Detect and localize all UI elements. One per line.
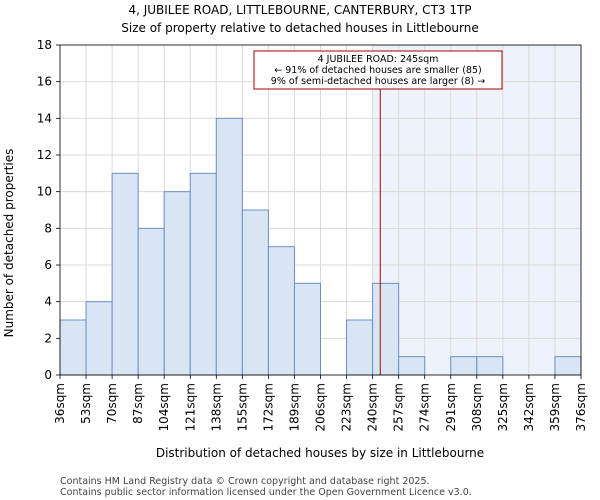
x-tick-label: 172sqm: [261, 383, 275, 431]
bar: [372, 282, 400, 376]
bar: [85, 301, 113, 376]
y-tick-label: 6: [44, 258, 52, 272]
bar: [163, 191, 191, 376]
y-tick-label: 12: [37, 148, 52, 162]
x-tick-label: 53sqm: [79, 383, 93, 424]
x-tick-label: 257sqm: [392, 383, 406, 431]
bar: [450, 356, 478, 376]
y-tick-label: 2: [44, 331, 52, 345]
y-tick-label: 4: [44, 295, 52, 309]
x-tick-label: 87sqm: [131, 383, 145, 424]
x-tick-label: 121sqm: [183, 383, 197, 431]
bar: [398, 356, 426, 376]
y-tick-label: 0: [44, 368, 52, 382]
x-tick-label: 325sqm: [496, 383, 510, 431]
annotation-line-3: 9% of semi-detached houses are larger (8…: [271, 76, 485, 87]
bar: [215, 117, 243, 376]
x-tick-label: 70sqm: [105, 383, 119, 424]
y-axis-label: Number of detached properties: [2, 149, 16, 338]
annotation-border: [253, 50, 503, 90]
x-tick-labels: 36sqm 53sqm 70sqm 87sqm 104sqm 121sqm 138sqm 15…: [53, 383, 588, 431]
bar: [267, 246, 295, 376]
bar: [476, 356, 504, 376]
x-tick-label: 189sqm: [287, 383, 301, 431]
bar: [189, 172, 217, 376]
x-tick-label: 359sqm: [548, 383, 562, 431]
bar: [346, 319, 374, 376]
x-tick-label: 291sqm: [444, 383, 458, 431]
bar: [554, 356, 582, 376]
annotation-line-2: ← 91% of detached houses are smaller (85…: [274, 65, 481, 76]
bars-layer: [59, 117, 582, 376]
annotation-box: 4 JUBILEE ROAD: 245sqm ← 91% of detached…: [253, 50, 503, 90]
y-tick-label: 18: [37, 38, 52, 52]
y-tick-labels: 0 2 4 6 8 10 12 14 16 18: [37, 38, 52, 382]
y-tick-label: 10: [37, 185, 52, 199]
chart-title: 4, JUBILEE ROAD, LITTLEBOURNE, CANTERBUR…: [128, 3, 471, 17]
y-tick-label: 16: [37, 75, 52, 89]
x-tick-label: 274sqm: [418, 383, 432, 431]
bar: [293, 282, 322, 376]
x-tick-label: 155sqm: [235, 383, 249, 431]
x-tick-label: 376sqm: [574, 383, 588, 431]
x-tick-label: 240sqm: [366, 383, 380, 431]
y-tick-label: 14: [37, 111, 52, 125]
chart-subtitle: Size of property relative to detached ho…: [121, 21, 478, 35]
bar: [241, 209, 269, 376]
x-tick-label: 206sqm: [314, 383, 328, 431]
annotation-line-1: 4 JUBILEE ROAD: 245sqm: [318, 54, 439, 65]
bar: [59, 319, 87, 376]
y-tick-label: 8: [44, 221, 52, 235]
x-tick-label: 138sqm: [209, 383, 223, 431]
footer-line-1: Contains HM Land Registry data © Crown c…: [60, 476, 430, 487]
footer-line-2: Contains public sector information licen…: [60, 487, 472, 498]
x-tick-label: 223sqm: [340, 383, 354, 431]
x-axis-label: Distribution of detached houses by size …: [156, 446, 484, 460]
x-tick-label: 308sqm: [470, 383, 484, 431]
bar: [137, 227, 165, 376]
bar: [111, 172, 139, 376]
x-tick-label: 36sqm: [53, 383, 67, 424]
axes-layer: [56, 44, 582, 379]
x-tick-label: 104sqm: [157, 383, 171, 431]
x-tick-label: 342sqm: [522, 383, 536, 431]
